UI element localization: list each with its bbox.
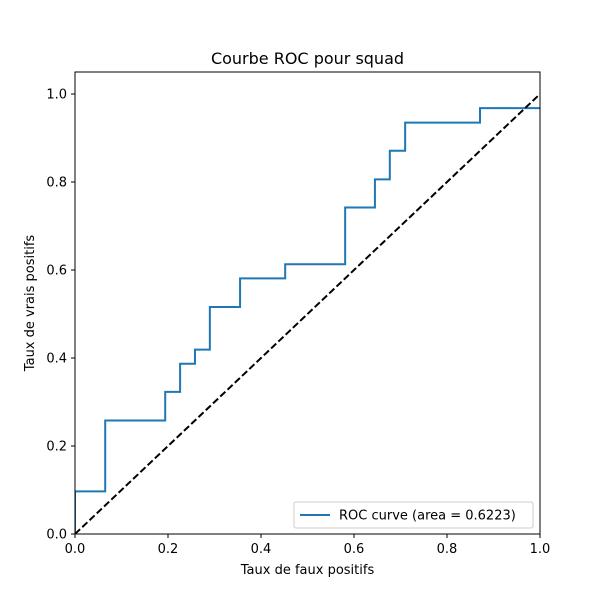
x-tick-label: 0.6 bbox=[344, 542, 365, 557]
y-tick-label: 0.2 bbox=[46, 440, 67, 455]
axes-frame bbox=[74, 71, 541, 535]
x-tick-label: 0.0 bbox=[65, 542, 86, 557]
x-tick-label: 0.2 bbox=[158, 542, 179, 557]
chance-diagonal-line bbox=[75, 93, 540, 534]
x-tick-label: 0.4 bbox=[251, 542, 272, 557]
y-tick-label: 0.4 bbox=[46, 352, 67, 367]
y-tick-label: 1.0 bbox=[46, 88, 67, 103]
x-axis-label: Taux de faux positifs bbox=[240, 563, 375, 578]
y-axis-label: Taux de vrais positifs bbox=[23, 235, 38, 373]
y-tick-label: 0.8 bbox=[46, 176, 67, 191]
y-tick-label: 0.6 bbox=[46, 264, 67, 279]
x-tick-label: 1.0 bbox=[530, 542, 551, 557]
legend-label: ROC curve (area = 0.6223) bbox=[339, 509, 516, 524]
legend-box bbox=[293, 501, 534, 529]
chart-title: Courbe ROC pour squad bbox=[211, 49, 404, 68]
plot-area bbox=[75, 93, 540, 534]
legend: ROC curve (area = 0.6223) bbox=[293, 501, 534, 529]
roc-curve-line bbox=[75, 107, 540, 534]
y-tick-label: 0.0 bbox=[46, 528, 67, 543]
x-tick-label: 0.8 bbox=[437, 542, 458, 557]
axes: 0.0 0.2 0.4 0.6 0.8 1.0 0.0 0.2 0.4 0.6 0.8 1.0 bbox=[46, 71, 551, 557]
